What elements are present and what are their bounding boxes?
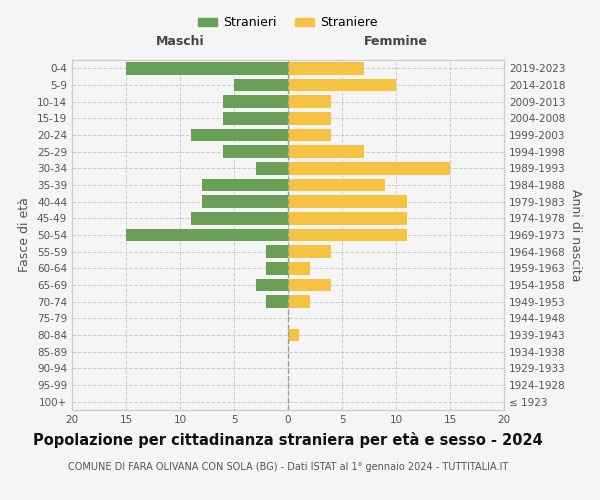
Bar bbox=[288, 146, 364, 158]
Text: Maschi: Maschi bbox=[155, 34, 205, 48]
Bar bbox=[202, 179, 288, 192]
Bar bbox=[266, 246, 288, 258]
Bar bbox=[288, 79, 396, 92]
Bar bbox=[126, 229, 288, 241]
Y-axis label: Fasce di età: Fasce di età bbox=[19, 198, 31, 272]
Bar bbox=[126, 62, 288, 74]
Bar bbox=[288, 246, 331, 258]
Text: Femmine: Femmine bbox=[364, 34, 428, 48]
Y-axis label: Anni di nascita: Anni di nascita bbox=[569, 188, 582, 281]
Bar bbox=[234, 79, 288, 92]
Bar bbox=[288, 96, 331, 108]
Bar bbox=[288, 262, 310, 274]
Bar bbox=[202, 196, 288, 208]
Bar bbox=[288, 62, 364, 74]
Bar bbox=[266, 262, 288, 274]
Bar bbox=[256, 162, 288, 174]
Bar bbox=[223, 146, 288, 158]
Text: Popolazione per cittadinanza straniera per età e sesso - 2024: Popolazione per cittadinanza straniera p… bbox=[33, 432, 543, 448]
Legend: Stranieri, Straniere: Stranieri, Straniere bbox=[193, 11, 383, 34]
Bar bbox=[288, 112, 331, 124]
Bar bbox=[191, 129, 288, 141]
Bar bbox=[288, 212, 407, 224]
Bar bbox=[288, 179, 385, 192]
Bar bbox=[288, 296, 310, 308]
Bar bbox=[288, 196, 407, 208]
Bar bbox=[288, 229, 407, 241]
Bar bbox=[223, 112, 288, 124]
Bar bbox=[288, 129, 331, 141]
Bar bbox=[288, 162, 450, 174]
Bar bbox=[288, 329, 299, 341]
Text: COMUNE DI FARA OLIVANA CON SOLA (BG) - Dati ISTAT al 1° gennaio 2024 - TUTTITALI: COMUNE DI FARA OLIVANA CON SOLA (BG) - D… bbox=[68, 462, 508, 472]
Bar bbox=[256, 279, 288, 291]
Bar bbox=[288, 279, 331, 291]
Bar bbox=[223, 96, 288, 108]
Bar bbox=[266, 296, 288, 308]
Bar bbox=[191, 212, 288, 224]
